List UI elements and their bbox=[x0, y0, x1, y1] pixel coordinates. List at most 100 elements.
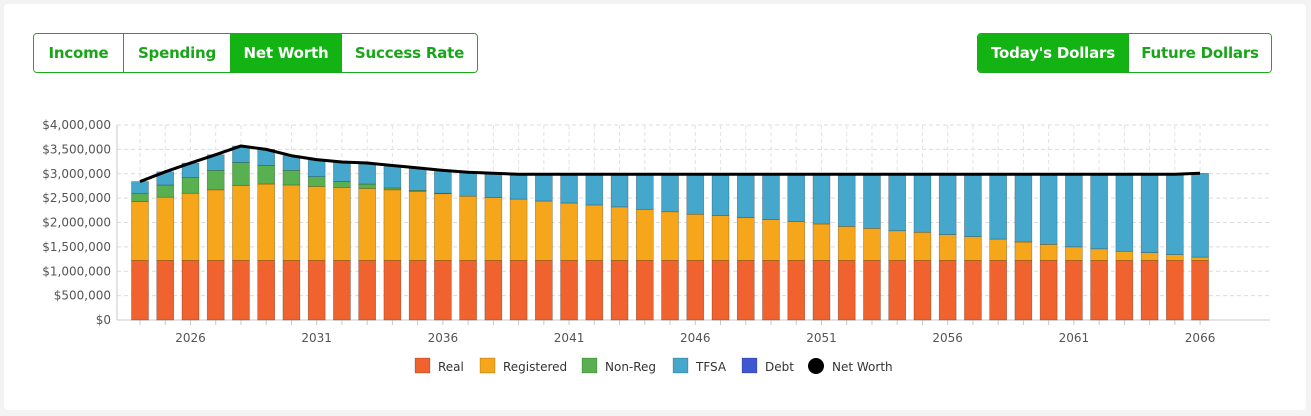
bar-registered bbox=[610, 206, 629, 261]
bar-registered bbox=[1039, 244, 1058, 261]
bar-non-reg bbox=[181, 177, 200, 194]
bar-real bbox=[206, 260, 225, 321]
bar-tfsa bbox=[535, 173, 553, 202]
y-tick-label: $0 bbox=[96, 313, 111, 327]
bar-tfsa bbox=[863, 173, 881, 229]
bar-registered bbox=[762, 219, 780, 261]
y-axis: $0 $500,000 $1,000,000 $1,500,000 $2,000,000… bbox=[42, 118, 118, 327]
x-axis: 2026 2031 2036 2041 2046 2051 2056 2061 2066 bbox=[117, 319, 1270, 345]
bar-real bbox=[787, 260, 806, 321]
bar-registered bbox=[812, 223, 831, 261]
bar-tfsa bbox=[964, 173, 982, 237]
bar-registered bbox=[888, 230, 907, 261]
bar-tfsa bbox=[837, 173, 856, 227]
bar-real bbox=[1115, 260, 1134, 321]
x-tick-label: 2066 bbox=[1185, 331, 1216, 345]
legend-label: Registered bbox=[503, 360, 567, 374]
bar-registered bbox=[509, 198, 528, 261]
legend-swatch-tfsa bbox=[672, 357, 689, 374]
legend-label: TFSA bbox=[695, 360, 727, 374]
bar-registered bbox=[333, 187, 351, 261]
tab-spending[interactable]: Spending bbox=[124, 34, 231, 72]
x-tick-label: 2061 bbox=[1059, 331, 1090, 345]
bar-registered bbox=[787, 221, 806, 261]
bar-real bbox=[257, 260, 276, 321]
bar-non-reg bbox=[257, 165, 276, 185]
x-tick-label: 2036 bbox=[428, 331, 459, 345]
bar-registered bbox=[484, 197, 503, 261]
tab-income[interactable]: Income bbox=[34, 34, 124, 72]
legend-label: Debt bbox=[765, 360, 794, 374]
bar-tfsa bbox=[989, 173, 1007, 240]
y-tick-label: $3,000,000 bbox=[42, 167, 111, 181]
bar-registered bbox=[434, 193, 452, 261]
bar-tfsa bbox=[585, 173, 604, 206]
x-tick-label: 2051 bbox=[806, 331, 837, 345]
bar-real bbox=[383, 260, 402, 321]
legend-swatch-real bbox=[414, 357, 431, 374]
bar-non-reg bbox=[333, 181, 351, 188]
bar-registered bbox=[358, 188, 376, 261]
bar-registered bbox=[1014, 241, 1033, 261]
bar-tfsa bbox=[1014, 173, 1033, 243]
bar-registered bbox=[1191, 256, 1209, 261]
y-tick-label: $3,500,000 bbox=[42, 142, 111, 156]
bar-real bbox=[1014, 260, 1033, 321]
legend-swatch-registered bbox=[479, 357, 496, 374]
tab-success-rate[interactable]: Success Rate bbox=[342, 34, 477, 72]
bar-real bbox=[131, 260, 149, 321]
bar-tfsa bbox=[888, 173, 907, 232]
bar-registered bbox=[964, 236, 982, 261]
bar-registered bbox=[585, 204, 604, 261]
bar-registered bbox=[736, 217, 755, 261]
x-tick-label: 2041 bbox=[554, 331, 585, 345]
tab-net-worth[interactable]: Net Worth bbox=[231, 34, 342, 72]
bar-registered bbox=[1140, 252, 1159, 261]
bar-real bbox=[232, 260, 250, 321]
bar-tfsa bbox=[913, 173, 932, 233]
bar-tfsa bbox=[686, 173, 705, 215]
bar-registered bbox=[535, 200, 553, 261]
bar-real bbox=[837, 260, 856, 321]
bar-non-reg bbox=[206, 170, 225, 191]
bar-tfsa bbox=[711, 173, 730, 216]
bar-real bbox=[1039, 260, 1058, 321]
bar-tfsa bbox=[358, 162, 376, 185]
bar-registered bbox=[661, 211, 679, 261]
bar-real bbox=[812, 260, 831, 321]
bar-real bbox=[181, 260, 200, 321]
legend: Real Registered Non-Reg TFSA Debt Net Worth bbox=[414, 357, 893, 374]
bar-real bbox=[585, 260, 604, 321]
bar-real bbox=[736, 260, 755, 321]
bar-real bbox=[459, 260, 477, 321]
bar-non-reg bbox=[307, 176, 326, 187]
bar-real bbox=[913, 260, 932, 321]
tab-future-dollars[interactable]: Future Dollars bbox=[1129, 34, 1271, 72]
bar-real bbox=[509, 260, 528, 321]
y-tick-label: $1,500,000 bbox=[42, 240, 111, 254]
bar-real bbox=[560, 260, 578, 321]
bar-non-reg bbox=[358, 183, 376, 189]
bar-real bbox=[333, 260, 351, 321]
bar-real bbox=[661, 260, 679, 321]
legend-label: Real bbox=[438, 360, 464, 374]
bar-real bbox=[282, 260, 301, 321]
bar-non-reg bbox=[282, 170, 301, 186]
bar-real bbox=[1191, 260, 1209, 321]
bar-tfsa bbox=[736, 173, 755, 218]
legend-label: Non-Reg bbox=[605, 360, 656, 374]
bar-tfsa bbox=[560, 173, 578, 204]
bar-tfsa bbox=[812, 173, 831, 225]
bar-real bbox=[964, 260, 982, 321]
bar-registered bbox=[989, 238, 1007, 261]
bar-non-reg bbox=[156, 184, 175, 198]
bar-tfsa bbox=[610, 173, 629, 208]
view-tab-group: Income Spending Net Worth Success Rate bbox=[33, 33, 478, 73]
bar-real bbox=[1065, 260, 1083, 321]
x-tick-label: 2026 bbox=[175, 331, 206, 345]
tab-todays-dollars[interactable]: Today's Dollars bbox=[978, 34, 1129, 72]
bar-tfsa bbox=[509, 173, 528, 200]
legend-swatch-debt bbox=[741, 357, 758, 374]
bar-tfsa bbox=[434, 170, 452, 194]
